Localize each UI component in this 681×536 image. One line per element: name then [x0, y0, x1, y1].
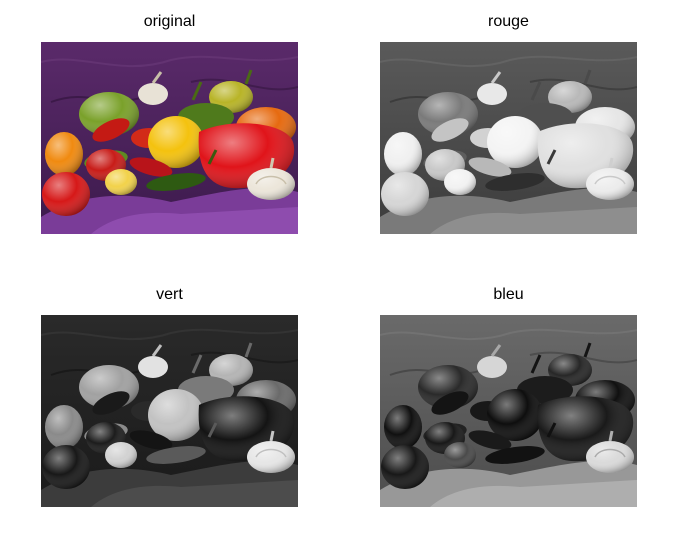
- panel-title-rouge: rouge: [488, 13, 529, 30]
- panel-bleu: bleu: [380, 286, 637, 507]
- panel-vert: vert: [41, 286, 298, 507]
- image-blue-channel: [380, 315, 637, 507]
- panel-title-vert: vert: [156, 286, 183, 303]
- image-original: [41, 42, 298, 234]
- panel-original: original: [41, 13, 298, 234]
- image-green-channel: [41, 315, 298, 507]
- image-red-channel: [380, 42, 637, 234]
- panel-title-bleu: bleu: [493, 286, 524, 303]
- panel-title-original: original: [143, 13, 196, 30]
- panel-rouge: rouge: [380, 13, 637, 234]
